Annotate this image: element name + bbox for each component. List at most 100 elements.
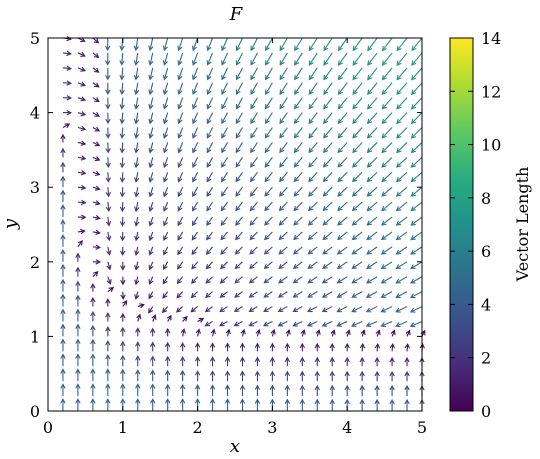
field-arrow	[235, 142, 243, 154]
arrow-shaft	[294, 127, 303, 139]
field-arrow	[106, 261, 112, 271]
arrow-head	[322, 234, 328, 241]
arrow-head	[177, 133, 183, 139]
field-arrow	[365, 320, 378, 328]
arrow-head	[374, 384, 380, 391]
arrow-head	[80, 228, 86, 235]
arrow-shaft	[382, 52, 393, 66]
arrow-head	[94, 111, 100, 117]
field-arrow	[105, 298, 111, 307]
arrow-head	[337, 162, 343, 168]
field-arrow	[294, 97, 303, 110]
field-arrow	[162, 142, 169, 154]
arrow-shaft	[205, 321, 213, 327]
arrow-head	[366, 118, 373, 125]
arrow-shaft	[135, 37, 139, 51]
arrow-head	[278, 220, 285, 226]
field-arrow	[148, 216, 154, 227]
arrow-shaft	[221, 82, 229, 95]
arrow-head	[269, 370, 276, 376]
arrow-head	[307, 263, 313, 269]
field-arrow	[105, 340, 111, 352]
field-arrow	[278, 216, 288, 226]
arrow-head	[75, 338, 81, 344]
arrow-head	[206, 60, 212, 66]
field-arrow	[264, 97, 273, 110]
arrow-shaft	[121, 97, 124, 109]
field-arrow	[239, 370, 246, 382]
arrow-head	[235, 147, 241, 154]
arrow-shaft	[149, 187, 154, 197]
arrow-head	[95, 229, 101, 236]
field-arrow	[314, 342, 320, 352]
field-arrow	[345, 329, 351, 337]
arrow-head	[95, 259, 101, 265]
arrow-shaft	[207, 37, 214, 51]
arrow-head	[209, 356, 216, 362]
field-arrow	[135, 398, 141, 411]
field-arrow	[150, 355, 156, 367]
arrow-head	[120, 326, 126, 333]
field-arrow	[337, 201, 348, 212]
arrow-head	[293, 220, 299, 226]
field-arrow	[148, 112, 154, 125]
field-arrow	[321, 276, 333, 284]
arrow-shaft	[178, 82, 184, 95]
arrow-shaft	[381, 142, 393, 153]
field-arrow	[264, 171, 273, 183]
arrow-shaft	[163, 246, 169, 255]
arrow-head	[163, 235, 168, 242]
arrow-shaft	[352, 127, 363, 139]
field-arrow	[177, 82, 184, 96]
arrow-shaft	[352, 156, 363, 168]
arrow-shaft	[221, 112, 229, 124]
arrow-shaft	[278, 261, 288, 269]
arrow-shaft	[219, 320, 228, 327]
field-arrow	[120, 276, 126, 286]
arrow-shaft	[367, 37, 378, 51]
field-arrow	[323, 82, 333, 95]
arrow-head	[284, 356, 291, 363]
arrow-shaft	[411, 171, 423, 182]
arrow-head	[105, 312, 111, 318]
arrow-head	[60, 263, 66, 270]
arrow-shaft	[308, 37, 318, 51]
arrow-head	[191, 60, 197, 66]
arrow-head	[60, 204, 66, 210]
arrow-head	[206, 235, 212, 241]
field-arrow	[234, 261, 243, 270]
arrow-head	[264, 162, 270, 168]
field-arrow	[90, 324, 96, 337]
arrow-head	[105, 298, 111, 304]
field-arrow	[119, 202, 126, 213]
field-arrow	[134, 276, 140, 286]
arrow-head	[105, 162, 111, 169]
field-arrow	[60, 234, 66, 247]
arrow-head	[249, 220, 255, 226]
field-arrow	[197, 317, 205, 323]
arrow-head	[105, 235, 112, 242]
field-arrow	[395, 201, 408, 212]
arrow-head	[321, 278, 328, 284]
arrow-shaft	[163, 97, 169, 109]
field-arrow	[119, 127, 125, 139]
arrow-head	[133, 133, 140, 139]
field-arrow	[77, 214, 87, 220]
arrow-shaft	[220, 231, 228, 240]
arrow-head	[80, 170, 87, 176]
arrow-head	[329, 356, 335, 363]
field-arrow	[177, 201, 184, 212]
field-arrow	[308, 52, 318, 66]
field-arrow	[239, 398, 246, 411]
arrow-head	[308, 162, 314, 168]
field-arrow	[135, 355, 141, 367]
field-arrow	[194, 384, 201, 397]
field-arrow	[269, 342, 276, 352]
arrow-shaft	[382, 67, 393, 80]
arrow-shaft	[235, 201, 243, 211]
field-arrow	[366, 246, 378, 255]
field-arrow	[92, 259, 101, 265]
arrow-head	[60, 398, 66, 404]
arrow-shaft	[163, 142, 169, 153]
field-arrow	[220, 201, 228, 212]
